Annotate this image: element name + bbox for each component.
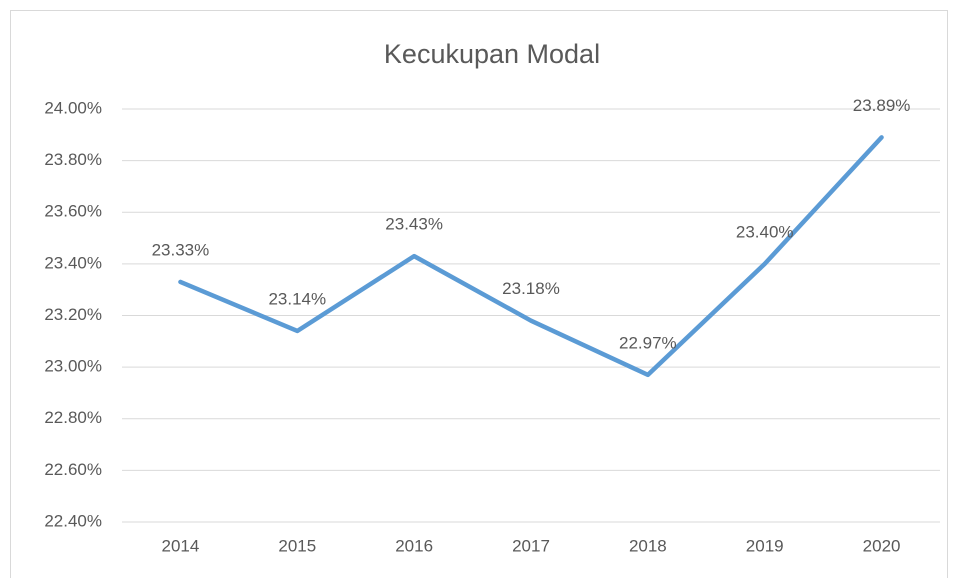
y-tick-label: 23.40% xyxy=(44,253,102,272)
x-tick-label: 2015 xyxy=(278,536,316,555)
x-tick-label: 2018 xyxy=(629,536,667,555)
data-label: 22.97% xyxy=(619,333,677,352)
x-tick-label: 2019 xyxy=(746,536,784,555)
y-tick-label: 22.80% xyxy=(44,408,102,427)
x-tick-label: 2020 xyxy=(863,536,901,555)
chart-title: Kecukupan Modal xyxy=(384,39,600,69)
y-tick-label: 22.40% xyxy=(44,511,102,530)
y-tick-label: 24.00% xyxy=(44,98,102,117)
x-tick-label: 2016 xyxy=(395,536,433,555)
y-tick-label: 23.20% xyxy=(44,305,102,324)
data-label: 23.33% xyxy=(152,240,210,259)
x-tick-label: 2017 xyxy=(512,536,550,555)
data-label: 23.89% xyxy=(853,96,911,115)
y-tick-label: 22.60% xyxy=(44,460,102,479)
y-tick-label: 23.00% xyxy=(44,357,102,376)
data-label: 23.18% xyxy=(502,279,560,298)
y-tick-label: 23.80% xyxy=(44,150,102,169)
y-tick-label: 23.60% xyxy=(44,202,102,221)
line-series xyxy=(178,135,884,378)
data-label: 23.43% xyxy=(385,215,443,234)
data-label: 23.40% xyxy=(736,222,794,241)
x-tick-label: 2014 xyxy=(162,536,200,555)
data-label: 23.14% xyxy=(268,289,326,308)
